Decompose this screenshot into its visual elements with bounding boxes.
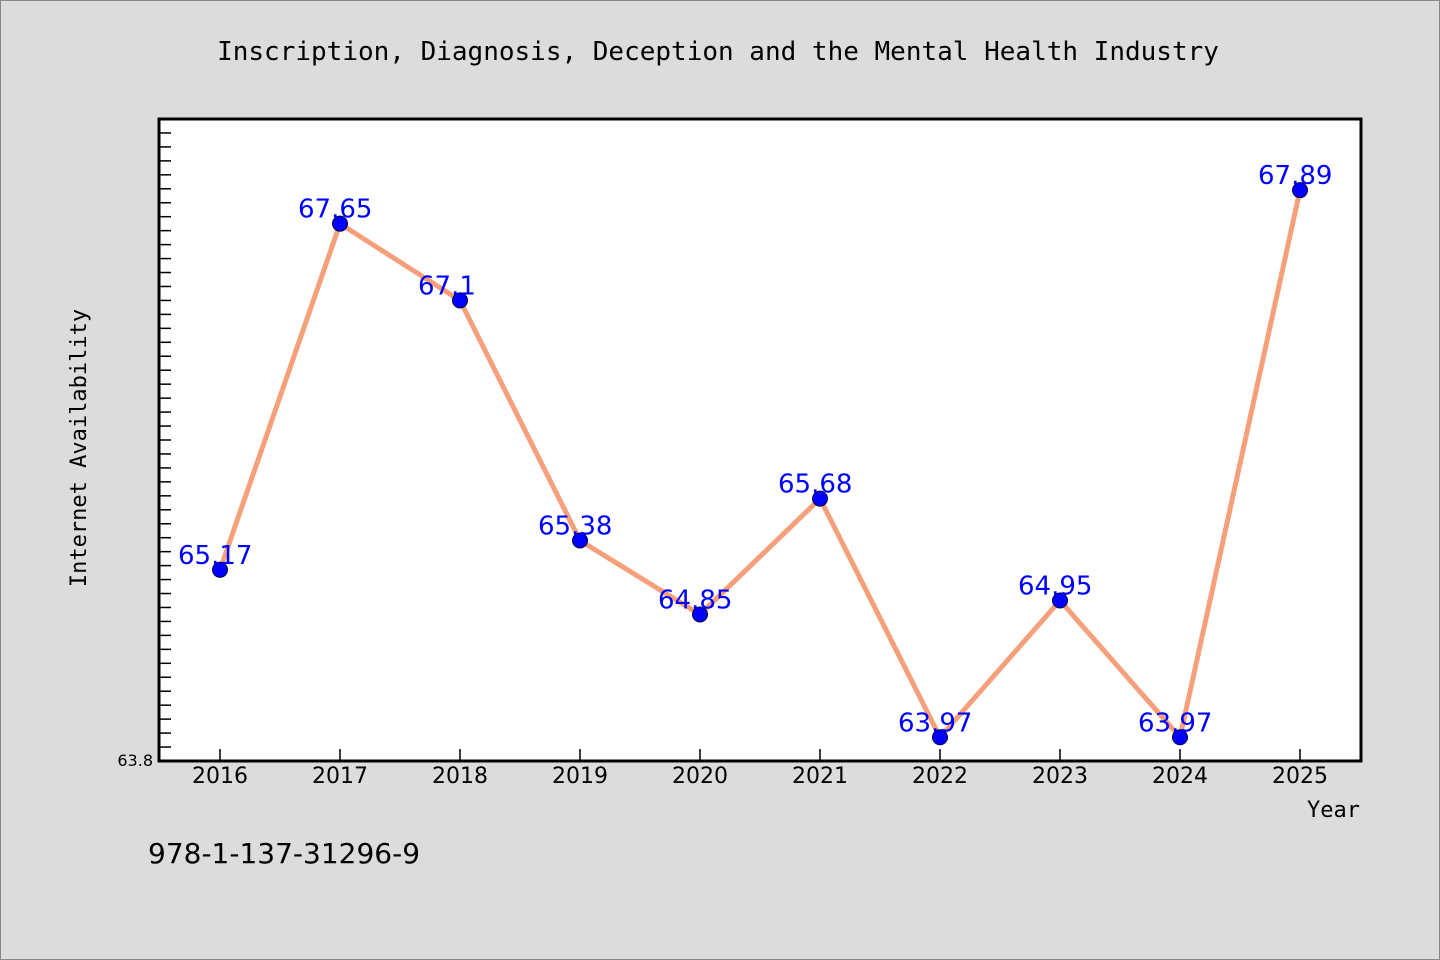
x-axis-label: Year [1307, 798, 1360, 823]
x-axis-tick-labels: 2016 2017 2018 2019 2020 2021 2022 2023 2024 2025 [192, 764, 1328, 789]
data-label: 67.1 [418, 271, 476, 301]
x-tick-label: 2025 [1272, 764, 1328, 789]
x-tick-label: 2019 [552, 764, 608, 789]
data-label: 65.68 [778, 470, 852, 500]
y-axis-min-label: 63.8 [117, 751, 153, 770]
plot-area [157, 117, 1363, 763]
data-labels: 65.17 67.65 67.1 65.38 64.85 65.68 63.97 64.95 6… [178, 161, 1332, 738]
data-label: 64.95 [1018, 572, 1092, 602]
data-label: 63.97 [1138, 708, 1212, 738]
data-point [212, 561, 228, 578]
data-point [1292, 182, 1308, 199]
data-label: 63.97 [898, 708, 972, 738]
x-tick-label: 2018 [432, 764, 488, 789]
isbn-footer: 978-1-137-31296-9 [148, 837, 420, 870]
data-point [1172, 729, 1188, 746]
data-markers [212, 182, 1308, 746]
data-point [332, 215, 348, 232]
data-label: 65.38 [538, 511, 612, 541]
data-point [1052, 592, 1068, 609]
data-point [572, 532, 588, 549]
x-axis-ticks [219, 749, 1301, 761]
data-label: 64.85 [658, 585, 732, 615]
x-tick-label: 2022 [912, 764, 968, 789]
y-axis-label: Internet Availability [67, 309, 92, 587]
data-point [692, 606, 708, 623]
y-axis-ticks [159, 132, 171, 748]
x-tick-label: 2016 [192, 764, 248, 789]
data-label: 67.65 [298, 195, 372, 225]
data-label: 67.89 [1258, 161, 1332, 191]
x-tick-label: 2020 [672, 764, 728, 789]
chart-title: Inscription, Diagnosis, Deception and th… [217, 37, 1219, 67]
data-point [812, 490, 828, 507]
series-line [217, 187, 1303, 740]
data-label: 65.17 [178, 541, 252, 571]
x-tick-label: 2024 [1152, 764, 1208, 789]
x-tick-label: 2017 [312, 764, 368, 789]
x-tick-label: 2023 [1032, 764, 1088, 789]
x-tick-label: 2021 [792, 764, 848, 789]
data-point [932, 729, 948, 746]
data-point [452, 292, 468, 309]
